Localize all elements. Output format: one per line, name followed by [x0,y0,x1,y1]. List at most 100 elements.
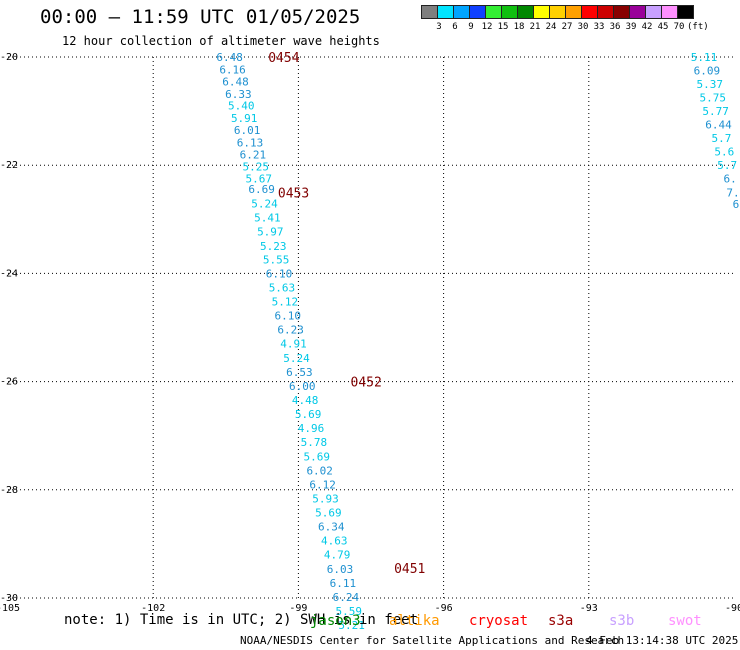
legend-label: 6 [452,22,458,32]
x-tick-label: -96 [435,603,453,614]
swh-value: 6 [733,198,740,211]
swh-value: 4.96 [298,422,325,435]
legend-unit: (ft) [687,22,709,32]
legend-label: 36 [609,22,621,32]
legend-label: 12 [481,22,493,32]
wave-height-legend: 3 6 9 12 15 18 21 24 27 30 33 36 39 42 45 70 (ft) [421,5,709,32]
swh-value: 6.21 [240,148,267,161]
swh-value: 5.75 [699,92,726,105]
legend-labels: 3 6 9 12 15 18 21 24 27 30 33 36 39 42 45 70 (ft) [422,19,708,32]
swh-value: 5.67 [245,173,272,186]
swh-value: 6.24 [333,591,360,604]
swh-value: 5.91 [231,112,258,125]
swh-value: 5.97 [257,226,284,239]
swh-value: 6.23 [277,324,304,337]
pass-time-label: 0452 [351,376,382,391]
y-tick-label: -28 [0,485,18,496]
legend-label: 42 [641,22,653,32]
satellite-name-cryosat: cryosat [469,613,529,629]
swh-value: 6.48 [216,51,243,64]
footer-credit: NOAA/NESDIS Center for Satellite Applica… [240,634,625,647]
swh-value: 5.7 [717,159,737,172]
swh-value: 5.40 [228,100,255,113]
swh-value: 5.24 [283,352,310,365]
swh-value: 5.6 [714,146,734,159]
pass-time-label: 0454 [268,51,299,66]
swh-value: 6. [724,173,737,186]
swh-value: 5.25 [243,160,270,173]
swh-value: 4.63 [321,535,348,548]
swh-value: 7. [726,186,739,199]
swh-value: 6.11 [330,577,357,590]
swh-value: 5.7 [711,132,731,145]
x-tick-label: -99 [289,603,307,614]
satellite-name-altika: altika [389,613,440,629]
swh-value: 6.02 [306,464,333,477]
legend-color-scale [421,5,694,19]
swh-value: 5.77 [702,105,729,118]
swh-value: 5.11 [691,51,718,64]
legend-swatch [677,5,694,19]
swh-value: 6.10 [275,310,302,323]
swh-value: 6.69 [248,183,275,196]
legend-label: 39 [625,22,637,32]
swh-value: 5.23 [260,240,287,253]
swh-value: 5.63 [269,281,296,294]
legend-label: 15 [497,22,509,32]
map-subtitle: 12 hour collection of altimeter wave hei… [62,34,380,48]
y-tick-label: -30 [0,593,18,604]
y-tick-label: -24 [0,268,18,279]
legend-label: 24 [545,22,557,32]
swh-value: 5.69 [304,450,331,463]
swh-value: 5.93 [312,492,339,505]
footer-timestamp: 4 Feb 13:14:38 UTC 2025 [586,634,739,647]
swh-value: 5.24 [251,198,278,211]
legend-label: 30 [577,22,589,32]
swh-value: 6.13 [237,136,264,149]
footer-note: note: 1) Time is in UTC; 2) SWH is in fe… [64,612,419,628]
swh-value: 5.55 [263,253,290,266]
satellite-name-swot: swot [668,613,702,629]
pass-time-label: 0453 [278,186,309,201]
swh-value: 6.09 [694,65,721,78]
swh-value: 5.78 [301,436,328,449]
legend-label: 45 [657,22,669,32]
swh-value: 6.10 [266,267,293,280]
swh-value: 5.69 [315,507,342,520]
swh-value: 4.91 [280,338,307,351]
swh-value: 6.33 [225,88,252,101]
swh-value: 6.44 [705,119,732,132]
swh-value: 6.53 [286,366,313,379]
swh-value: 5.69 [295,408,322,421]
legend-label: 9 [468,22,474,32]
x-tick-label: -105 [0,603,20,614]
x-tick-label: -90 [725,603,740,614]
legend-label: 3 [436,22,442,32]
x-tick-label: -93 [580,603,598,614]
legend-label: 70 [673,22,685,32]
y-tick-label: -26 [0,377,18,388]
swh-value: 5.12 [272,296,299,309]
legend-label: 18 [513,22,525,32]
y-tick-label: -20 [0,52,18,63]
swh-value: 4.48 [292,394,319,407]
satellite-name-s3b: s3b [609,613,635,629]
satellite-name-s3a: s3a [548,613,574,629]
legend-label: 27 [561,22,573,32]
swh-value: 6.01 [234,124,261,137]
y-tick-label: -22 [0,160,18,171]
swh-value: 5.37 [697,78,724,91]
swh-value: 6.00 [289,380,316,393]
swh-value: 6.12 [309,478,336,491]
swh-value: 5.59 [335,605,362,618]
pass-time-label: 0451 [394,562,425,577]
swh-value: 6.34 [318,521,345,534]
page-title: 00:00 – 11:59 UTC 01/05/2025 [40,6,361,28]
swh-value: 6.03 [327,563,354,576]
x-tick-label: -102 [141,603,165,614]
swh-value: 6.48 [222,75,249,88]
legend-label: 21 [529,22,541,32]
satellite-name-jason3: jason3 [310,613,361,629]
swh-value: 5.41 [254,212,281,225]
